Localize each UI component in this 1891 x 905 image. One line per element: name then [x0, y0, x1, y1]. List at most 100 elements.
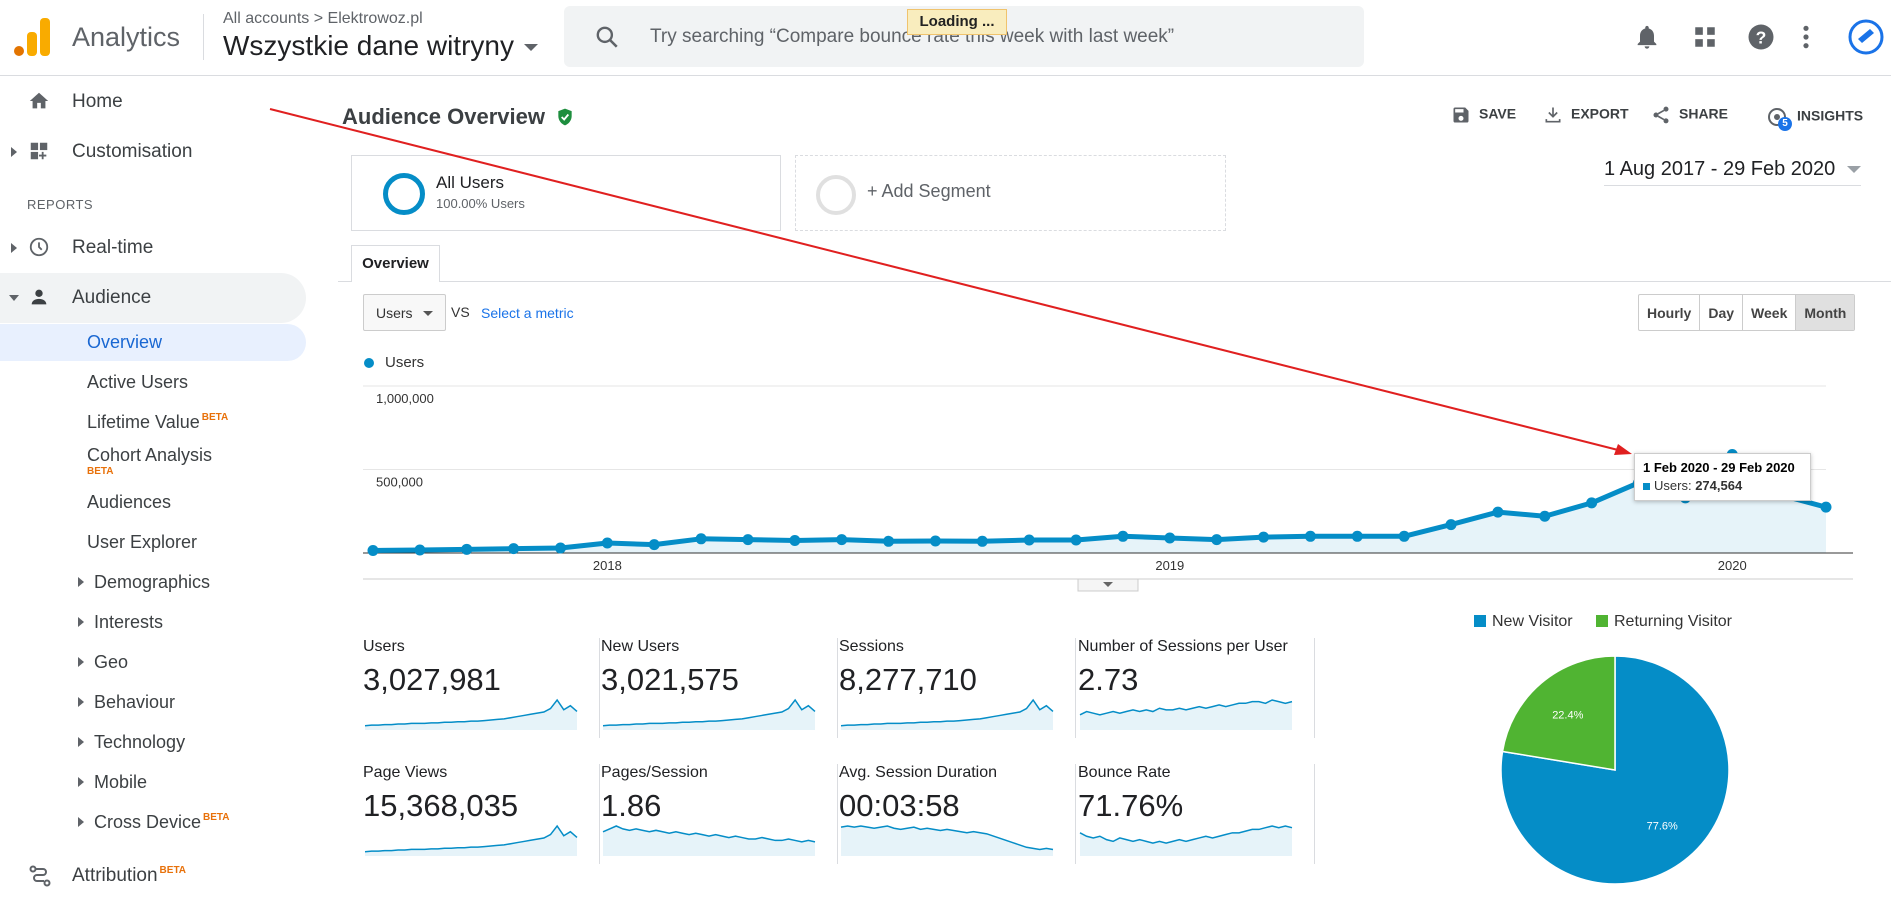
metric-tile[interactable]: Users 3,027,981: [363, 638, 600, 738]
sidebar-item-customisation[interactable]: Customisation: [0, 132, 306, 172]
series-area: [373, 454, 1826, 553]
data-point: [1023, 534, 1035, 546]
data-point: [1070, 534, 1082, 546]
sidebar-item-attribution[interactable]: Attribution BETA: [0, 856, 306, 896]
tooltip-value: 274,564: [1695, 478, 1743, 493]
tab-underline: [338, 281, 1891, 282]
reports-header: REPORTS: [27, 197, 94, 212]
sidebar-item-user-explorer[interactable]: User Explorer: [0, 524, 306, 560]
metric-tile[interactable]: Page Views 15,368,035: [363, 764, 600, 864]
sidebar-item-cohort-analysis[interactable]: Cohort Analysis BETA: [0, 442, 306, 486]
add-segment-button[interactable]: + Add Segment: [795, 155, 1226, 231]
help-icon[interactable]: ?: [1746, 22, 1776, 52]
metric-value: 3,021,575: [601, 662, 739, 697]
sidebar-item-active-users[interactable]: Active Users: [0, 364, 306, 400]
sparkline: [1079, 825, 1293, 856]
metric-tile[interactable]: Sessions 8,277,710: [839, 638, 1076, 738]
insights-button[interactable]: 5 INSIGHTS: [1765, 105, 1863, 131]
segment-all-users[interactable]: All Users 100.00% Users: [351, 155, 781, 231]
sidebar-item-mobile[interactable]: Mobile: [0, 764, 306, 800]
account-breadcrumb[interactable]: All accounts > Elektrowoz.pl: [223, 10, 423, 28]
sidebar-item-home[interactable]: Home: [0, 82, 306, 122]
visitor-pie-chart[interactable]: 77.6% 22.4%: [1495, 650, 1735, 890]
sidebar-item-label: Technology: [94, 732, 186, 752]
metric-label: Page Views: [363, 764, 448, 781]
pie-legend-returning[interactable]: Returning Visitor: [1596, 613, 1732, 631]
sidebar-item-realtime[interactable]: Real-time: [0, 228, 306, 268]
sidebar-item-label: Demographics: [94, 572, 211, 592]
bell-icon[interactable]: [1633, 23, 1661, 51]
account-avatar-icon[interactable]: [1848, 19, 1884, 55]
sidebar-item-technology[interactable]: Technology: [0, 724, 306, 760]
sidebar-item-label: Overview: [87, 332, 163, 352]
expand-arrow-icon: [78, 737, 84, 747]
data-point: [367, 544, 379, 556]
granularity-month[interactable]: Month: [1796, 295, 1855, 330]
apps-grid-icon[interactable]: [1692, 24, 1718, 50]
data-point: [1304, 530, 1316, 542]
sidebar-item-lifetime-value[interactable]: Lifetime Value BETA: [0, 404, 306, 440]
sidebar-item-label: Cross Device: [94, 812, 202, 832]
sidebar: [0, 76, 320, 905]
metric-label: Bounce Rate: [1078, 764, 1171, 781]
person-icon: [31, 289, 47, 305]
analytics-logo[interactable]: [14, 18, 50, 56]
breadcrumb-account[interactable]: Elektrowoz.pl: [327, 10, 423, 27]
metric-tile[interactable]: Avg. Session Duration 00:03:58: [839, 764, 1076, 864]
date-range-picker[interactable]: 1 Aug 2017 - 29 Feb 2020: [1604, 158, 1862, 186]
beta-badge: BETA: [159, 865, 187, 876]
sparkline: [840, 698, 1054, 730]
segment-empty-ring-icon: [816, 175, 856, 215]
pie-legend-new[interactable]: New Visitor: [1474, 613, 1573, 631]
metric-dropdown[interactable]: Users: [363, 294, 446, 331]
sidebar-item-demographics[interactable]: Demographics: [0, 564, 306, 600]
metric-label: Users: [363, 638, 405, 655]
sparkline-line: [364, 824, 578, 853]
sidebar-item-overview[interactable]: Overview: [0, 324, 306, 361]
select-metric-link[interactable]: Select a metric: [481, 305, 574, 321]
breadcrumb-root[interactable]: All accounts: [223, 10, 310, 27]
granularity-day[interactable]: Day: [1700, 295, 1744, 330]
metric-label: Pages/Session: [601, 764, 708, 781]
pie-slice-label: 22.4%: [1552, 709, 1583, 721]
sparkline-line: [840, 698, 1054, 727]
sidebar-item-label: Lifetime Value: [87, 412, 200, 432]
sidebar-item-geo[interactable]: Geo: [0, 644, 306, 680]
metric-tile[interactable]: Pages/Session 1.86: [601, 764, 838, 864]
data-point: [695, 533, 707, 545]
granularity-week[interactable]: Week: [1743, 295, 1797, 330]
caret-down-icon: [523, 44, 538, 52]
metric-tile[interactable]: New Users 3,021,575: [601, 638, 838, 738]
share-button[interactable]: SHARE: [1651, 105, 1728, 125]
granularity-hourly[interactable]: Hourly: [1639, 295, 1701, 330]
segment-name: All Users: [436, 173, 505, 192]
legend-users[interactable]: Users: [385, 354, 425, 371]
data-point: [836, 534, 848, 546]
tooltip-series-marker: [1643, 483, 1650, 490]
search-input[interactable]: Try searching “Compare bounce rate this …: [650, 26, 1175, 47]
metric-tile[interactable]: Bounce Rate 71.76%: [1078, 764, 1315, 864]
pie-slice-returning: [1501, 655, 1616, 771]
data-point: [648, 539, 660, 551]
expand-arrow-icon: [78, 657, 84, 667]
tab-overview[interactable]: Overview: [351, 245, 440, 282]
users-line-chart[interactable]: 1,000,000 500,000 2018 2019 2020: [363, 378, 1853, 596]
sidebar-item-audience[interactable]: Audience: [0, 273, 306, 323]
metric-tile[interactable]: Number of Sessions per User 2.73: [1078, 638, 1315, 738]
sidebar-item-audiences[interactable]: Audiences: [0, 484, 306, 520]
save-button[interactable]: SAVE: [1451, 105, 1516, 125]
data-point: [1164, 532, 1176, 544]
tooltip-period: 1 Feb 2020 - 29 Feb 2020: [1643, 460, 1795, 475]
pie-slice-label: 77.6%: [1647, 821, 1678, 833]
sidebar-item-cross-device[interactable]: Cross Device BETA: [0, 804, 306, 840]
sidebar-item-interests[interactable]: Interests: [0, 604, 306, 640]
metric-dropdown-value: Users: [376, 305, 413, 321]
more-vert-icon[interactable]: [1800, 24, 1812, 50]
property-selector[interactable]: Wszystkie dane witryny: [223, 30, 538, 62]
collapse-arrow-icon: [9, 295, 19, 301]
x-tick-label: 2018: [593, 558, 622, 573]
sparkline-line: [840, 825, 1054, 851]
sidebar-item-behaviour[interactable]: Behaviour: [0, 684, 306, 720]
sidebar-item-label: Attribution: [72, 865, 158, 886]
export-button[interactable]: EXPORT: [1543, 105, 1629, 125]
